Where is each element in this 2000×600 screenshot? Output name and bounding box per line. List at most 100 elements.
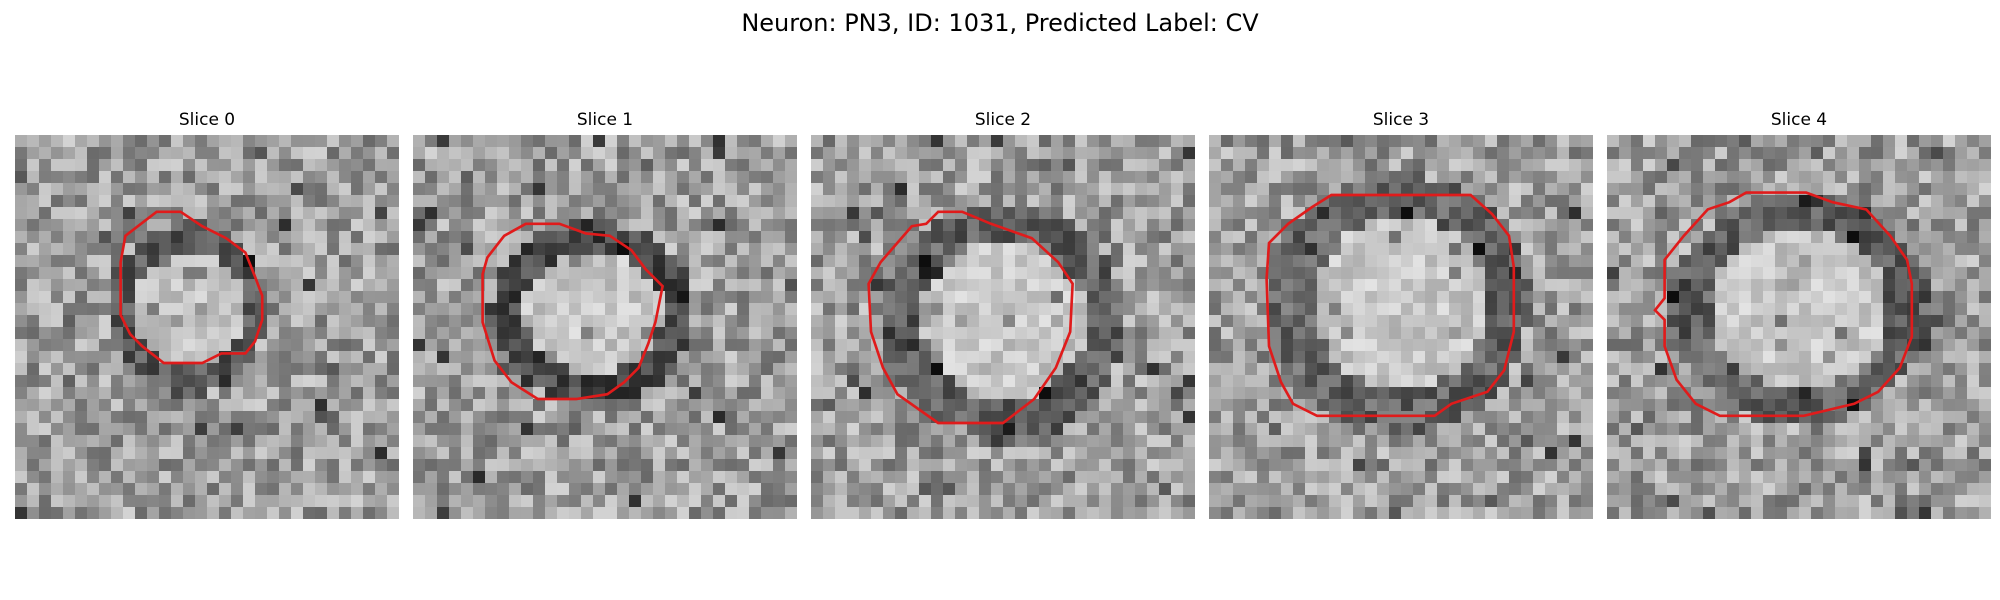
image-pixel — [485, 459, 498, 472]
image-pixel — [1703, 147, 1716, 160]
image-pixel — [1257, 375, 1270, 388]
image-pixel — [581, 447, 594, 460]
image-pixel — [1015, 171, 1028, 184]
image-pixel — [1967, 411, 1980, 424]
image-pixel — [1521, 171, 1534, 184]
image-pixel — [99, 279, 112, 292]
image-pixel — [339, 375, 352, 388]
image-pixel — [1233, 507, 1246, 519]
image-pixel — [63, 411, 76, 424]
image-pixel — [1545, 195, 1558, 208]
image-pixel — [1943, 399, 1956, 412]
image-pixel — [1413, 267, 1426, 280]
image-pixel — [1353, 387, 1366, 400]
image-pixel — [1317, 387, 1330, 400]
image-pixel — [725, 399, 738, 412]
image-pixel — [629, 195, 642, 208]
image-pixel — [1823, 411, 1836, 424]
image-pixel — [749, 411, 762, 424]
image-pixel — [135, 171, 148, 184]
image-pixel — [1087, 231, 1100, 244]
image-pixel — [123, 411, 136, 424]
image-pixel — [1183, 195, 1195, 208]
image-pixel — [413, 159, 426, 172]
image-pixel — [437, 315, 450, 328]
image-pixel — [327, 471, 340, 484]
image-pixel — [1341, 183, 1354, 196]
image-pixel — [1111, 279, 1124, 292]
image-pixel — [1667, 339, 1680, 352]
image-pixel — [1003, 447, 1016, 460]
image-pixel — [533, 135, 546, 148]
image-pixel — [1823, 339, 1836, 352]
image-pixel — [1871, 315, 1884, 328]
image-pixel — [653, 339, 666, 352]
image-pixel — [363, 207, 376, 220]
image-pixel — [1449, 351, 1462, 364]
image-pixel — [665, 243, 678, 256]
image-pixel — [1123, 243, 1136, 256]
image-pixel — [1099, 279, 1112, 292]
image-pixel — [1727, 291, 1740, 304]
image-pixel — [351, 339, 364, 352]
image-pixel — [1401, 279, 1414, 292]
image-pixel — [1003, 159, 1016, 172]
image-pixel — [533, 231, 546, 244]
image-pixel — [1631, 447, 1644, 460]
image-pixel — [1123, 255, 1136, 268]
image-pixel — [171, 507, 184, 519]
image-pixel — [315, 267, 328, 280]
image-pixel — [1967, 435, 1980, 448]
image-pixel — [931, 351, 944, 364]
image-pixel — [1437, 231, 1450, 244]
image-pixel — [919, 327, 932, 340]
image-pixel — [1497, 411, 1510, 424]
image-pixel — [413, 291, 426, 304]
image-pixel — [1521, 279, 1534, 292]
image-pixel — [1607, 195, 1620, 208]
image-pixel — [725, 147, 738, 160]
image-pixel — [1111, 471, 1124, 484]
image-pixel — [1171, 495, 1184, 508]
image-pixel — [1643, 171, 1656, 184]
image-pixel — [1545, 135, 1558, 148]
image-pixel — [1967, 315, 1980, 328]
image-pixel — [99, 207, 112, 220]
image-pixel — [1739, 243, 1752, 256]
image-pixel — [883, 147, 896, 160]
image-pixel — [907, 435, 920, 448]
image-pixel — [1715, 231, 1728, 244]
image-pixel — [883, 447, 896, 460]
image-pixel — [773, 387, 786, 400]
image-pixel — [375, 303, 388, 316]
image-pixel — [1533, 255, 1546, 268]
image-pixel — [1931, 195, 1944, 208]
image-pixel — [1147, 447, 1160, 460]
image-pixel — [1679, 195, 1692, 208]
image-pixel — [1123, 339, 1136, 352]
image-pixel — [883, 243, 896, 256]
image-pixel — [15, 279, 28, 292]
image-pixel — [907, 171, 920, 184]
image-pixel — [63, 471, 76, 484]
image-pixel — [1063, 387, 1076, 400]
image-pixel — [303, 195, 316, 208]
image-pixel — [689, 171, 702, 184]
image-pixel — [883, 219, 896, 232]
image-pixel — [665, 147, 678, 160]
image-pixel — [895, 303, 908, 316]
image-pixel — [1643, 207, 1656, 220]
image-pixel — [219, 279, 232, 292]
image-pixel — [1643, 423, 1656, 436]
image-pixel — [327, 171, 340, 184]
image-pixel — [1341, 231, 1354, 244]
image-pixel — [1425, 399, 1438, 412]
image-pixel — [1003, 483, 1016, 496]
image-pixel — [1643, 315, 1656, 328]
image-pixel — [1087, 363, 1100, 376]
image-pixel — [1871, 291, 1884, 304]
image-pixel — [605, 195, 618, 208]
image-pixel — [919, 303, 932, 316]
image-pixel — [955, 291, 968, 304]
image-pixel — [931, 195, 944, 208]
